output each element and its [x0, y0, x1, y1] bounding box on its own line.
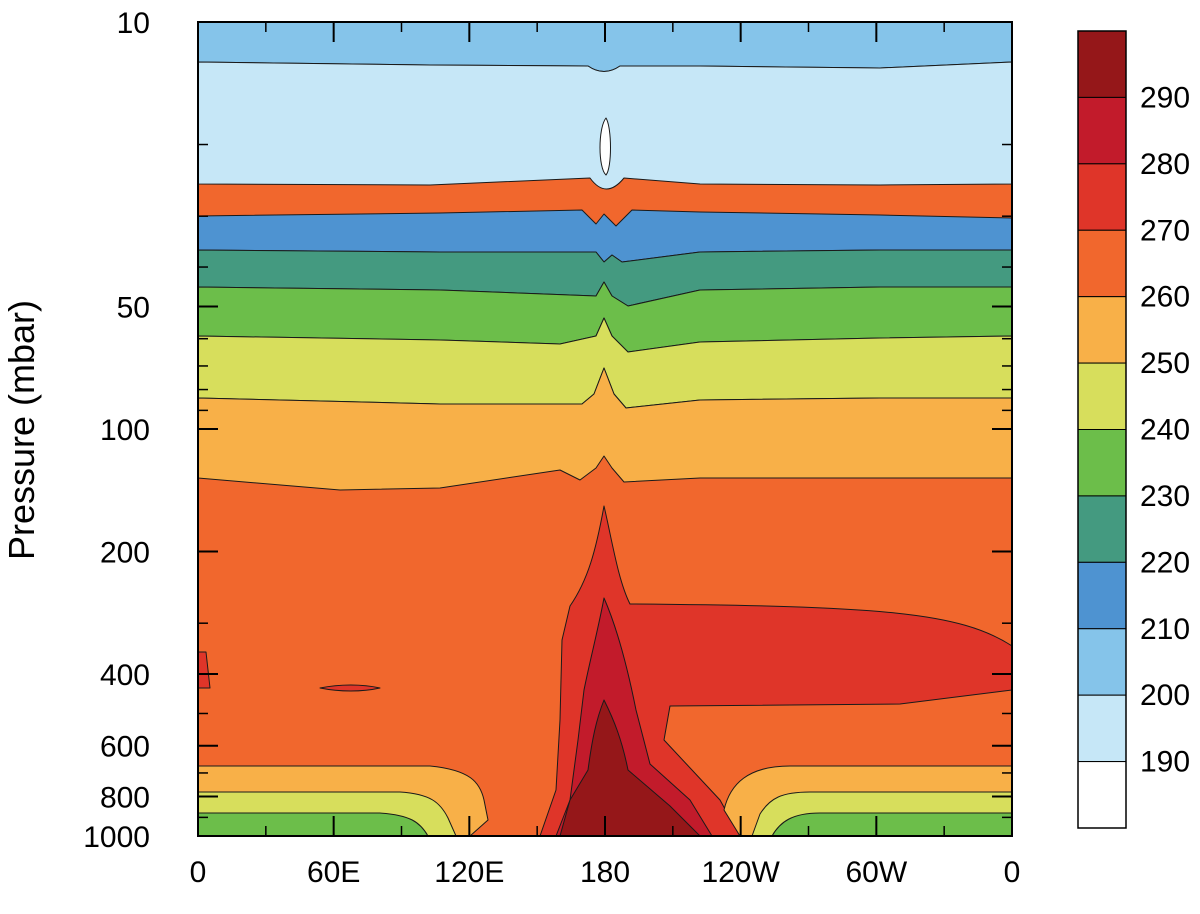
plot-area: [198, 22, 1012, 836]
colorbar-box: [1077, 628, 1127, 696]
x-tick-label: 120W: [701, 856, 780, 889]
y-tick-label: 1000: [83, 821, 150, 854]
colorbar-box: [1077, 429, 1127, 497]
band-above-290: [559, 699, 701, 836]
colorbar-box: [1077, 30, 1127, 98]
x-tick-label: 0: [1004, 856, 1021, 889]
y-tick-label: 100: [100, 414, 150, 447]
x-tick-label: 0: [190, 856, 207, 889]
band-below-190: [599, 117, 611, 176]
x-tick-label: 60E: [307, 856, 360, 889]
band-270-280-left: [198, 651, 211, 689]
colorbar-box: [1077, 761, 1127, 829]
colorbar-label: 270: [1140, 214, 1190, 247]
colorbar-box: [1077, 296, 1127, 364]
x-tick-label: 180: [580, 856, 630, 889]
x-tick-label: 120E: [434, 856, 504, 889]
colorbar-box: [1077, 362, 1127, 431]
colorbar-label: 210: [1140, 613, 1190, 646]
colorbar-label: 220: [1140, 546, 1190, 579]
y-tick-label: 200: [100, 537, 150, 570]
y-tick-label: 10: [117, 7, 150, 40]
y-tick-label: 800: [100, 782, 150, 815]
colorbar-box: [1077, 694, 1127, 763]
colorbar-box: [1077, 561, 1127, 630]
y-axis: 10 50 100 200 400 600 800 1000: [83, 7, 1012, 854]
x-axis: 0 60E 120E 180 120W 60W 0: [190, 22, 1021, 889]
y-axis-title: Pressure (mbar): [1, 300, 42, 560]
colorbar-label: 290: [1140, 81, 1190, 114]
band-270-280: [539, 505, 1012, 836]
colorbar-label: 240: [1140, 414, 1190, 447]
colorbar-label: 230: [1140, 480, 1190, 513]
band-250-260: [198, 367, 1012, 491]
x-tick-label: 60W: [845, 856, 907, 889]
colorbar-frame: [1077, 30, 1127, 829]
colorbar-box: [1077, 163, 1127, 231]
colorbar-label: 280: [1140, 148, 1190, 181]
band-270-280-speck: [319, 684, 381, 692]
colorbar: 290 280 270 260 250 240 230 220 210 200 190: [1077, 30, 1190, 829]
y-tick-label: 600: [100, 731, 150, 764]
colorbar-label: 250: [1140, 347, 1190, 380]
colorbar-box: [1077, 229, 1127, 298]
band-230-240-surface-left: [198, 812, 429, 836]
y-tick-label: 400: [100, 659, 150, 692]
colorbar-label: 200: [1140, 679, 1190, 712]
colorbar-label: 190: [1140, 746, 1190, 779]
band-230-240-surface-right: [771, 812, 1012, 836]
colorbar-label: 260: [1140, 281, 1190, 314]
y-tick-label: 50: [117, 291, 150, 324]
colorbar-box: [1077, 96, 1127, 165]
colorbar-box: [1077, 495, 1127, 563]
